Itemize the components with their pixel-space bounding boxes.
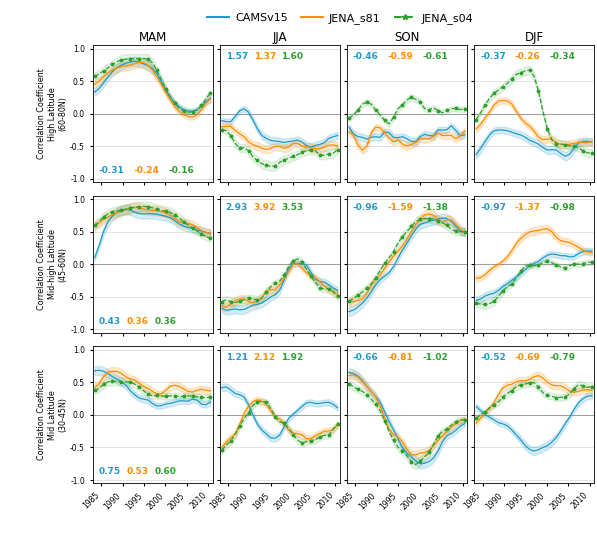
Text: -0.31: -0.31 <box>99 167 124 175</box>
Text: -0.61: -0.61 <box>423 52 448 61</box>
Text: 0.43: 0.43 <box>99 317 121 326</box>
Text: 2.12: 2.12 <box>254 354 276 362</box>
Text: -1.37: -1.37 <box>515 203 541 212</box>
Text: 3.92: 3.92 <box>254 203 276 212</box>
Text: -0.69: -0.69 <box>515 354 541 362</box>
Text: -0.98: -0.98 <box>550 203 576 212</box>
Text: -0.16: -0.16 <box>168 167 194 175</box>
Text: -0.59: -0.59 <box>387 52 414 61</box>
Text: 0.53: 0.53 <box>127 467 149 476</box>
Text: -0.66: -0.66 <box>353 354 378 362</box>
Title: MAM: MAM <box>139 31 167 44</box>
Text: -0.37: -0.37 <box>480 52 506 61</box>
Text: 1.92: 1.92 <box>281 354 304 362</box>
Text: -0.97: -0.97 <box>480 203 506 212</box>
Text: -0.26: -0.26 <box>515 52 541 61</box>
Text: -1.59: -1.59 <box>387 203 414 212</box>
Text: -0.34: -0.34 <box>550 52 576 61</box>
Text: -0.81: -0.81 <box>387 354 413 362</box>
Text: -0.24: -0.24 <box>133 167 159 175</box>
Text: 0.36: 0.36 <box>127 317 149 326</box>
Text: 3.53: 3.53 <box>281 203 303 212</box>
Text: 1.60: 1.60 <box>281 52 303 61</box>
Text: 0.60: 0.60 <box>154 467 176 476</box>
Text: 0.75: 0.75 <box>99 467 121 476</box>
Text: 1.21: 1.21 <box>226 354 248 362</box>
Text: -1.02: -1.02 <box>423 354 448 362</box>
Text: 1.57: 1.57 <box>226 52 248 61</box>
Text: 2.93: 2.93 <box>226 203 248 212</box>
Title: SON: SON <box>394 31 420 44</box>
Text: -0.46: -0.46 <box>353 52 378 61</box>
Text: -1.38: -1.38 <box>423 203 448 212</box>
Text: -0.52: -0.52 <box>480 354 506 362</box>
Title: DJF: DJF <box>525 31 544 44</box>
Legend: CAMSv15, JENA_s81, JENA_s04: CAMSv15, JENA_s81, JENA_s04 <box>203 8 478 28</box>
Y-axis label: Correlation Coefficient
Mid-high Latitude
(45-60N): Correlation Coefficient Mid-high Latitud… <box>38 219 67 310</box>
Text: -0.79: -0.79 <box>550 354 576 362</box>
Y-axis label: Correlation Coefficient
High Latitude
(60-80N): Correlation Coefficient High Latitude (6… <box>38 68 67 159</box>
Y-axis label: Correlation Coefficient
Mid Latitude
(30-45N): Correlation Coefficient Mid Latitude (30… <box>38 370 67 460</box>
Text: 0.36: 0.36 <box>154 317 176 326</box>
Title: JJA: JJA <box>272 31 287 44</box>
Text: 1.37: 1.37 <box>254 52 276 61</box>
Text: -0.96: -0.96 <box>353 203 378 212</box>
